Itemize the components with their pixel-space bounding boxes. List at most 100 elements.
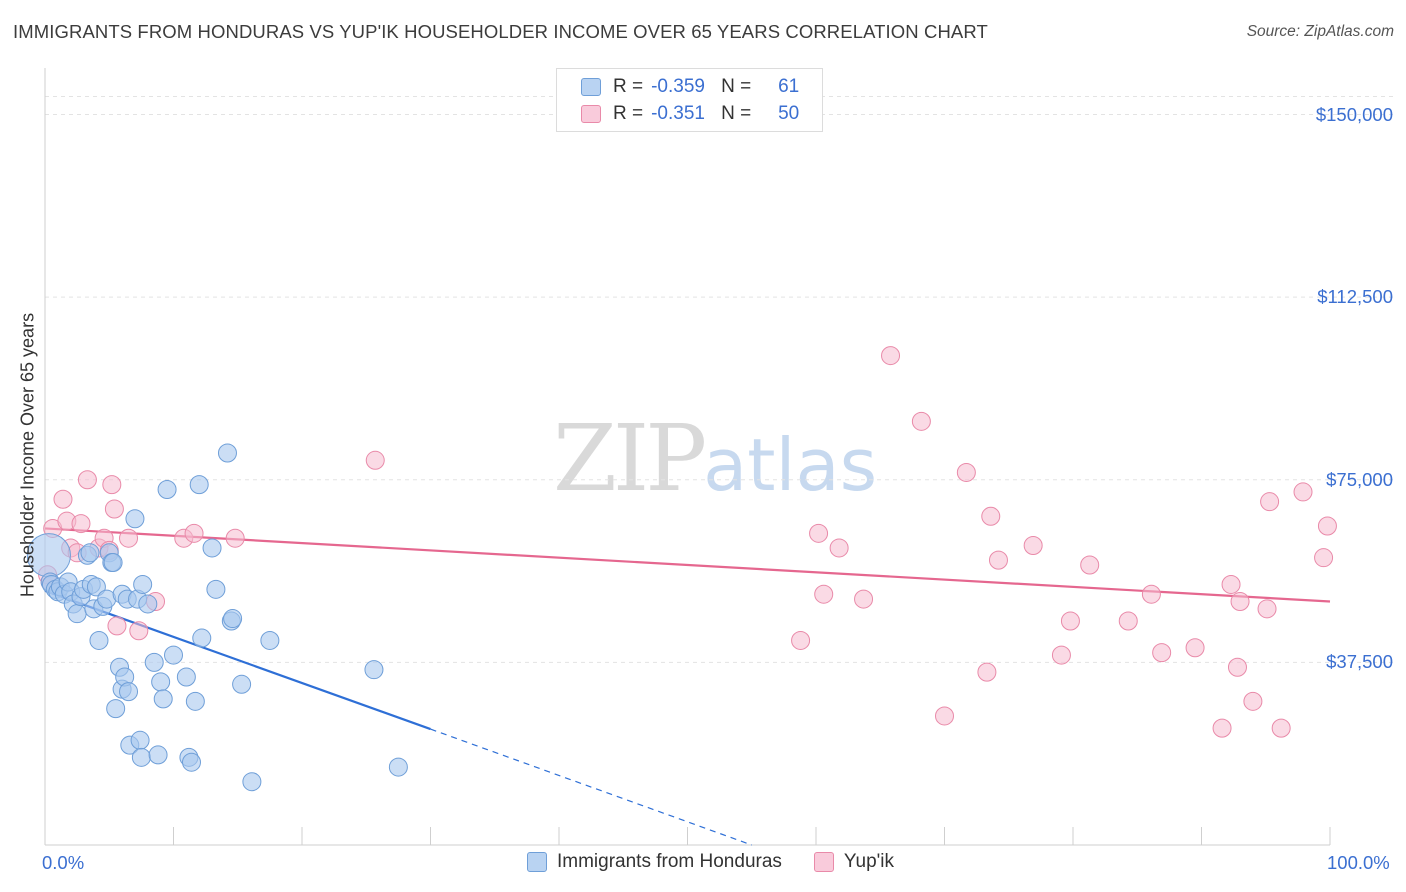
point-yupik <box>1212 718 1232 738</box>
point-honduras <box>189 475 209 495</box>
point-yupik <box>829 538 849 558</box>
point-honduras <box>206 579 226 599</box>
point-honduras <box>223 609 243 629</box>
point-yupik <box>77 470 97 490</box>
r-value: -0.359 <box>651 76 705 97</box>
point-yupik <box>791 630 811 650</box>
point-yupik <box>1051 645 1071 665</box>
point-yupik <box>935 706 954 726</box>
trend-line-honduras-extension <box>430 728 752 846</box>
point-yupik <box>1293 482 1313 502</box>
honduras-swatch <box>581 78 601 96</box>
point-yupik <box>981 506 1001 526</box>
point-honduras <box>181 752 201 772</box>
stats-legend: R = -0.359 N = 61 R = -0.351 N = 50 <box>556 68 823 132</box>
point-yupik <box>1227 657 1247 677</box>
point-yupik <box>71 514 91 534</box>
trend-line-honduras <box>44 589 431 731</box>
stats-legend-row-yupik: R = -0.351 N = 50 <box>581 102 799 126</box>
point-honduras <box>151 672 171 692</box>
y-tick-label: $75,000 <box>1326 468 1393 490</box>
point-yupik <box>1221 574 1241 594</box>
point-yupik <box>1230 592 1250 612</box>
legend-item-yupik[interactable]: Yup'ik <box>813 851 895 873</box>
series-legend: Immigrants from Honduras Yup'ik <box>527 851 926 873</box>
point-yupik <box>1023 536 1043 556</box>
legend-label-yupik: Yup'ik <box>843 851 895 872</box>
point-honduras <box>67 604 87 624</box>
point-yupik <box>104 499 124 519</box>
chart-title: IMMIGRANTS FROM HONDURAS VS YUP'IK HOUSE… <box>13 21 988 42</box>
point-yupik <box>119 528 139 548</box>
legend-item-honduras[interactable]: Immigrants from Honduras <box>527 851 782 873</box>
stats-legend-row-honduras: R = -0.359 N = 61 <box>581 75 799 99</box>
point-honduras <box>260 630 280 650</box>
point-yupik <box>881 346 901 366</box>
point-honduras <box>106 699 126 719</box>
point-yupik <box>809 523 829 543</box>
point-honduras <box>153 689 173 709</box>
point-yupik <box>53 489 73 509</box>
point-yupik <box>988 550 1008 570</box>
point-yupik <box>1118 611 1138 631</box>
point-honduras <box>138 594 158 614</box>
point-honduras <box>242 772 262 792</box>
point-honduras <box>217 443 237 463</box>
legend-label-honduras: Immigrants from Honduras <box>557 851 782 872</box>
point-yupik <box>1317 516 1337 536</box>
trend-line-yupik <box>44 527 1331 603</box>
point-yupik <box>1141 584 1161 604</box>
point-yupik <box>365 450 385 470</box>
point-honduras <box>164 645 183 665</box>
x-tick-label-max: 100.0% <box>1327 852 1390 873</box>
point-honduras <box>89 630 109 650</box>
y-axis-title: Householder Income Over 65 years <box>17 312 38 598</box>
honduras-swatch <box>527 852 547 872</box>
point-honduras <box>148 745 168 765</box>
point-honduras <box>131 747 151 767</box>
axes <box>44 68 1331 846</box>
r-value: -0.351 <box>651 103 705 124</box>
source-label: Source: ZipAtlas.com <box>1246 23 1394 40</box>
trend-lines <box>44 527 1331 846</box>
point-honduras <box>80 543 100 563</box>
data-points <box>26 346 1337 792</box>
point-yupik <box>1314 548 1334 568</box>
point-yupik <box>1243 691 1263 711</box>
point-yupik <box>129 621 149 641</box>
r-label: R = <box>613 76 644 97</box>
y-tick-label: $150,000 <box>1315 103 1393 125</box>
point-honduras <box>232 674 252 694</box>
n-value: 61 <box>778 76 800 97</box>
watermark-atlas: atlas <box>703 423 878 507</box>
watermark: ZIPatlas <box>553 405 877 512</box>
point-yupik <box>1185 638 1205 658</box>
n-value: 50 <box>778 103 800 124</box>
point-yupik <box>956 462 976 482</box>
point-yupik <box>184 523 204 543</box>
point-honduras <box>388 757 408 777</box>
point-honduras <box>103 553 123 573</box>
point-yupik <box>1257 599 1277 619</box>
point-yupik <box>102 475 122 495</box>
point-yupik <box>854 589 874 609</box>
point-honduras <box>364 660 384 680</box>
x-tick-label-min: 0.0% <box>42 852 85 873</box>
point-honduras <box>202 538 222 558</box>
point-honduras <box>192 628 212 648</box>
point-honduras <box>119 682 139 702</box>
point-yupik <box>1080 555 1100 575</box>
yupik-swatch <box>813 852 834 872</box>
watermark-zip: ZIP <box>553 405 707 512</box>
r-label: R = <box>613 103 644 124</box>
point-yupik <box>1260 492 1280 512</box>
point-honduras <box>176 667 196 687</box>
point-honduras <box>157 480 177 500</box>
point-yupik <box>1152 643 1172 663</box>
point-yupik <box>911 411 931 431</box>
n-label: N = <box>721 76 752 97</box>
yupik-swatch <box>581 105 601 123</box>
point-honduras <box>125 509 145 529</box>
point-yupik <box>1271 718 1291 738</box>
